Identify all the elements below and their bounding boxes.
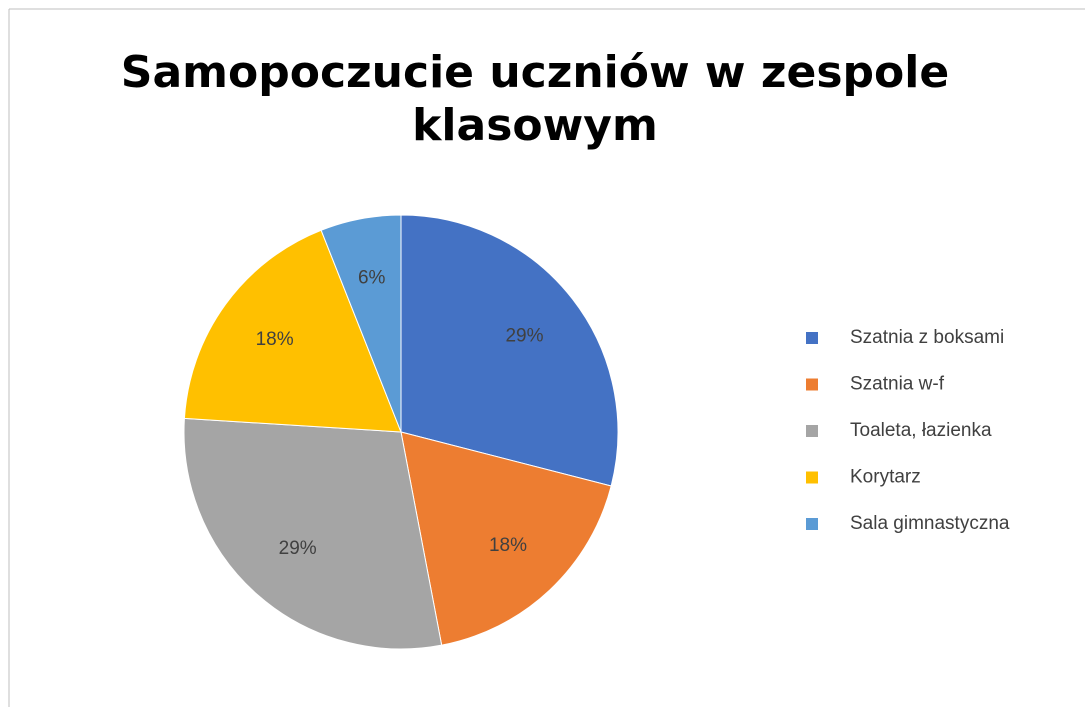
legend-swatch (806, 471, 818, 484)
data-label: 18% (489, 535, 527, 556)
legend-label: Korytarz (850, 467, 921, 488)
legend-swatch (806, 518, 818, 530)
legend-swatch (806, 425, 818, 437)
data-label: 29% (505, 325, 543, 346)
pie-slice (183, 417, 443, 650)
chart-title: Samopoczucie uczniów w zespole klasowym (121, 47, 949, 151)
pie-slice (400, 431, 612, 646)
legend-label: Sala gimnastyczna (850, 513, 1010, 534)
pie-slice (183, 229, 402, 433)
pie-slice (400, 214, 619, 487)
data-label: 6% (358, 268, 386, 289)
legend-label: Szatnia w-f (850, 374, 945, 395)
legend-swatch (806, 332, 818, 344)
legend-swatch (806, 378, 818, 391)
pie-slice (320, 214, 402, 433)
data-label: 18% (256, 329, 294, 350)
legend-label: Toaleta, łazienka (850, 420, 992, 441)
legend-label: Szatnia z boksami (850, 327, 1004, 348)
data-label: 29% (279, 538, 317, 559)
